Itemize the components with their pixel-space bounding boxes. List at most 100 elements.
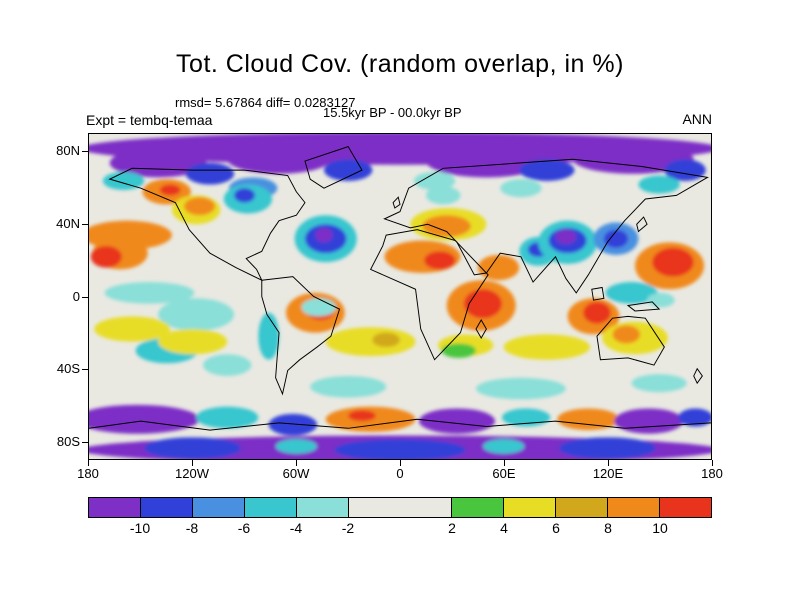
colorbar-segment	[89, 498, 140, 517]
contour-region	[678, 408, 711, 427]
contour-region	[144, 437, 242, 459]
contour-region	[325, 327, 416, 357]
contour-region	[196, 406, 259, 429]
contour-region	[605, 282, 658, 304]
contour-region	[503, 334, 591, 360]
colorbar-label: -2	[341, 520, 355, 536]
y-tick-mark	[82, 441, 88, 443]
contour-region	[323, 159, 373, 181]
contour-region	[158, 329, 228, 355]
contour-region	[158, 298, 235, 331]
y-tick-label: 40S	[56, 361, 80, 377]
colorbar-segment	[503, 498, 555, 517]
contour-region	[555, 229, 577, 245]
stats-text: rmsd= 5.67864 diff= 0.0283127	[175, 95, 356, 110]
contour-region	[647, 292, 675, 308]
contour-region	[268, 413, 318, 436]
contour-region	[315, 227, 333, 243]
contour-region	[372, 332, 400, 348]
contour-region	[102, 171, 145, 190]
season-label: ANN	[682, 111, 712, 127]
coastline	[261, 276, 341, 396]
colorbar: -10 -8 -6 -4 -2 2 4 6 8 10	[88, 497, 712, 536]
y-tick-label: 40N	[56, 215, 80, 231]
coastline	[596, 315, 665, 366]
map-svg	[89, 134, 711, 459]
contour-region	[557, 408, 620, 431]
contour-region	[89, 404, 200, 434]
colorbar-segments	[88, 497, 712, 518]
contour-region	[631, 374, 687, 393]
colorbar-segment	[140, 498, 192, 517]
colorbar-label: 10	[652, 520, 668, 536]
colorbar-label: -10	[129, 520, 151, 536]
colorbar-label: 4	[500, 520, 508, 536]
contour-region	[477, 254, 520, 281]
contour-region	[334, 439, 466, 459]
contour-region	[275, 439, 318, 454]
contour-region	[425, 186, 461, 205]
contour-region	[94, 316, 171, 342]
x-tick-label: 60W	[282, 466, 310, 481]
y-tick-mark	[82, 369, 88, 371]
colorbar-label: -6	[237, 520, 251, 536]
contour-region	[476, 377, 566, 400]
coastline	[383, 158, 709, 294]
x-tick-mark	[503, 460, 505, 466]
contour-region	[558, 437, 656, 459]
x-tick-mark	[295, 460, 297, 466]
colorbar-segment	[659, 498, 711, 517]
y-tick-label: 80N	[56, 143, 80, 159]
coastline	[636, 216, 648, 233]
colorbar-segment	[451, 498, 503, 517]
colorbar-segment	[244, 498, 296, 517]
contour-region	[413, 171, 456, 190]
contour-region	[104, 282, 195, 304]
contour-region	[500, 179, 542, 198]
colorbar-segment	[296, 498, 348, 517]
contour-region	[424, 251, 456, 270]
colorbar-label: -4	[289, 520, 303, 536]
x-tick-label: 0	[396, 466, 404, 481]
coastline	[304, 146, 363, 189]
contour-region	[614, 408, 684, 434]
contour-region	[258, 312, 280, 360]
contour-region	[572, 144, 694, 174]
coastline	[89, 418, 711, 431]
x-tick-mark	[87, 460, 89, 466]
contour-region	[638, 175, 680, 194]
contour-region	[184, 197, 216, 216]
experiment-label: Expt = tembq-temaa	[86, 112, 213, 128]
x-tick-label: 120W	[175, 466, 209, 481]
colorbar-label: 6	[552, 520, 560, 536]
x-tick-label: 180	[77, 466, 99, 481]
contour-region	[301, 298, 337, 317]
x-tick-label: 120E	[592, 466, 624, 481]
coastline	[591, 286, 605, 301]
contour-region	[652, 247, 694, 277]
contour-region	[422, 215, 471, 237]
coastline	[475, 319, 487, 339]
colorbar-segment	[192, 498, 244, 517]
contour-region	[227, 144, 331, 174]
contour-region	[482, 439, 525, 454]
contour-region	[419, 408, 496, 434]
colorbar-label: 8	[604, 520, 612, 536]
contour-region	[185, 162, 235, 185]
colorbar-segment	[607, 498, 659, 517]
coastline	[392, 196, 401, 209]
y-tick-mark	[82, 223, 88, 225]
colorbar-label: -8	[185, 520, 199, 536]
colorbar-segment	[348, 498, 451, 517]
contour-region	[612, 325, 641, 344]
contour-region	[310, 375, 387, 398]
contour-region	[234, 188, 255, 203]
contour-region	[519, 159, 575, 181]
contour-field	[89, 134, 711, 459]
coastline	[626, 301, 661, 312]
contour-region	[603, 229, 629, 248]
contour-region	[583, 301, 611, 324]
x-tick-mark	[711, 460, 713, 466]
colorbar-segment	[555, 498, 607, 517]
